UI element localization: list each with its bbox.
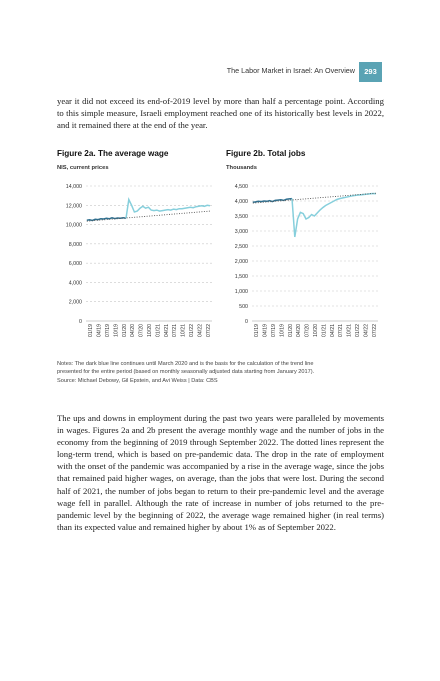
fig2b-x-tick-label: 07/22 [372, 324, 378, 337]
fig2b-series-dotted-trend [252, 192, 377, 204]
fig2b-y-tick-label: 1,000 [235, 289, 248, 295]
fig2a-x-tick-label: 10/20 [147, 324, 153, 337]
notes-line-1: Notes: The dark blue line continues unti… [57, 361, 314, 367]
figure-2a-title: Figure 2a. The average wage [57, 149, 169, 158]
fig2a-x-tick-label: 01/20 [122, 324, 128, 337]
running-title: The Labor Market in Israel: An Overview [226, 66, 355, 75]
page-header: The Labor Market in Israel: An Overview … [0, 62, 440, 82]
fig2a-x-tick-label: 01/22 [189, 324, 195, 337]
fig2b-y-tick-label: 1,500 [235, 274, 248, 280]
fig2b-x-tick-label: 07/20 [305, 324, 311, 337]
fig2b-y-tick-label: 500 [239, 304, 248, 310]
fig2a-x-tick-label: 07/21 [172, 324, 178, 337]
fig2b-y-tick-label: 4,000 [235, 199, 248, 205]
notes-line-3: Source: Michael Debowy, Gil Epstein, and… [57, 377, 218, 384]
notes-line-2: presented for the entire period (based o… [57, 369, 315, 376]
fig2a-x-tick-label: 10/21 [181, 324, 187, 337]
fig2a-y-tick-label: 2,000 [69, 300, 82, 306]
fig2b-y-tick-label: 3,500 [235, 214, 248, 220]
fig2a-x-tick-label: 04/19 [97, 324, 103, 337]
fig2a-x-tick-label: 04/20 [130, 324, 136, 337]
figure-notes: Notes: The dark blue line continues unti… [57, 360, 387, 385]
fig2a-x-tick-label: 01/21 [155, 324, 161, 337]
fig2b-x-tick-label: 01/20 [288, 324, 294, 337]
fig2b-x-tick-label: 04/22 [363, 324, 369, 337]
fig2b-x-tick-label: 10/21 [347, 324, 353, 337]
fig2a-y-tick-label: 4,000 [69, 280, 82, 286]
fig2b-y-tick-label: 2,000 [235, 259, 248, 265]
figure-2b-subtitle: Thousands [226, 165, 257, 171]
fig2b-x-tick-label: 04/21 [330, 324, 336, 337]
fig2a-y-tick-label: 8,000 [69, 242, 82, 248]
fig2b-y-tick-label: 0 [245, 319, 248, 325]
fig2b-x-tick-label: 01/19 [254, 324, 260, 337]
fig2b-x-tick-label: 07/21 [338, 324, 344, 337]
fig2a-y-tick-label: 10,000 [66, 223, 82, 229]
fig2a-y-tick-label: 0 [79, 319, 82, 325]
fig2a-y-tick-label: 6,000 [69, 261, 82, 267]
figure-2a-subtitle: NIS, current prices [57, 165, 109, 171]
fig2b-x-tick-label: 01/21 [321, 324, 327, 337]
figure-2a-chart: 0 2,000 4,000 6,000 8,000 10,000 12,000 14,000 0… [66, 184, 212, 337]
fig2b-series-dark-blue-solid [252, 197, 293, 203]
fig2b-x-tick-label: 10/19 [279, 324, 285, 337]
fig2a-x-tick-label: 10/19 [113, 324, 119, 337]
fig2a-x-tick-label: 07/20 [139, 324, 145, 337]
fig2b-x-tick-label: 01/22 [355, 324, 361, 337]
fig2b-y-tick-label: 4,500 [235, 184, 248, 190]
page-number: 293 [359, 62, 382, 82]
fig2b-x-tick-label: 04/20 [296, 324, 302, 337]
fig2b-y-tick-label: 3,000 [235, 229, 248, 235]
fig2a-x-tick-label: 01/19 [88, 324, 94, 337]
figure-2b-title: Figure 2b. Total jobs [226, 149, 306, 158]
fig2a-series-dotted-trend [86, 210, 211, 222]
paragraph-body: The ups and downs in employment during t… [57, 413, 384, 532]
fig2b-series-light-blue-solid [291, 192, 377, 238]
fig2a-y-tick-label: 14,000 [66, 184, 82, 190]
fig2b-x-tick-label: 10/20 [313, 324, 319, 337]
fig2b-x-tick-label: 07/19 [271, 324, 277, 337]
paragraph-intro: year it did not exceed its end-of-2019 l… [57, 96, 384, 131]
figure-2b-chart: 0 500 1,000 1,500 2,000 2,500 3,000 3,500 4,000 4… [235, 184, 378, 337]
fig2a-y-tick-label: 12,000 [66, 203, 82, 209]
fig2a-series-light-blue-solid [125, 196, 211, 219]
fig2a-x-tick-label: 07/22 [206, 324, 212, 337]
fig2b-x-tick-label: 04/19 [263, 324, 269, 337]
fig2a-x-tick-label: 04/22 [197, 324, 203, 337]
fig2a-x-tick-label: 07/19 [105, 324, 111, 337]
fig2a-x-tick-label: 04/21 [164, 324, 170, 337]
fig2b-y-tick-label: 2,500 [235, 244, 248, 250]
